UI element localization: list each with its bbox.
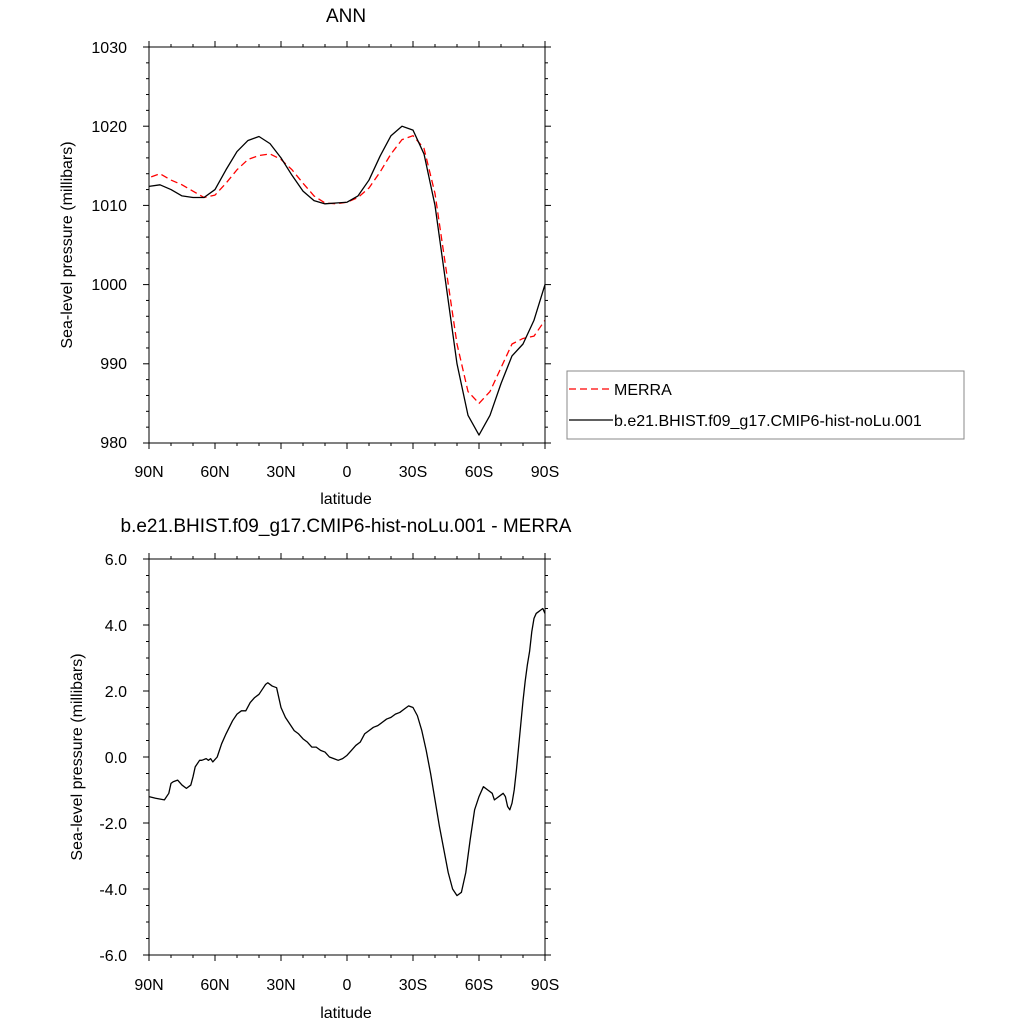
bottom-x-tick-label: 30N xyxy=(266,977,295,994)
top-y-tick-label: 1030 xyxy=(91,40,127,57)
bottom-x-tick-label: 90N xyxy=(134,977,163,994)
bottom-x-axis-label: latitude xyxy=(320,1005,372,1022)
top-series-line-1 xyxy=(148,125,546,436)
bottom-x-tick-labels: 90N 60N 30N 0 30S 60S 90S xyxy=(134,977,559,994)
top-y-tick-label: 1010 xyxy=(91,198,127,215)
top-y-tick-label: 1000 xyxy=(91,277,127,294)
top-gridless-area xyxy=(143,41,551,449)
top-y-axis-label: Sea-level pressure (millibars) xyxy=(59,141,76,348)
legend-label-merra: MERRA xyxy=(614,382,672,399)
top-x-tick-label: 30S xyxy=(399,464,427,481)
top-series-lines xyxy=(148,125,546,436)
bottom-y-tick-label: 0.0 xyxy=(105,750,127,767)
top-x-axis-label: latitude xyxy=(320,491,372,508)
bottom-x-tick-label: 90S xyxy=(531,977,559,994)
bottom-x-tick-label: 30S xyxy=(399,977,427,994)
top-y-tick-labels: 980 990 1000 1010 1020 1030 xyxy=(91,40,127,452)
legend-box xyxy=(566,370,965,440)
bottom-y-tick-label: 6.0 xyxy=(105,552,127,569)
top-legend: MERRA b.e21.BHIST.f09_g17.CMIP6-hist-noL… xyxy=(566,370,965,440)
legend-label-model: b.e21.BHIST.f09_g17.CMIP6-hist-noLu.001 xyxy=(614,413,922,430)
top-axis-ticks xyxy=(143,41,551,449)
top-x-tick-label: 0 xyxy=(343,464,352,481)
top-x-tick-label: 60N xyxy=(200,464,229,481)
bottom-plot-frame xyxy=(148,558,546,956)
bottom-series-lines xyxy=(148,607,546,897)
bottom-series-line-0 xyxy=(148,607,546,897)
top-x-tick-label: 30N xyxy=(266,464,295,481)
bottom-y-tick-label: -2.0 xyxy=(99,816,127,833)
bottom-y-tick-label: -6.0 xyxy=(99,948,127,965)
bottom-x-tick-label: 0 xyxy=(343,977,352,994)
top-plot-frame xyxy=(148,46,546,444)
top-x-tick-label: 60S xyxy=(465,464,493,481)
bottom-y-tick-label: 4.0 xyxy=(105,618,127,635)
top-y-tick-label: 990 xyxy=(100,356,127,373)
bottom-y-axis-label: Sea-level pressure (millibars) xyxy=(69,653,86,860)
top-x-tick-labels: 90N 60N 30N 0 30S 60S 90S xyxy=(134,464,559,481)
top-series-line-0 xyxy=(150,135,546,405)
bottom-chart-title: b.e21.BHIST.f09_g17.CMIP6-hist-noLu.001 … xyxy=(121,516,572,537)
bottom-y-tick-labels: -6.0 -4.0 -2.0 0.0 2.0 4.0 6.0 xyxy=(99,552,127,965)
top-y-tick-label: 980 xyxy=(100,435,127,452)
top-panel: ANN 980 990 1000 1010 1020 1030 90N 60N … xyxy=(59,6,965,508)
bottom-x-tick-label: 60S xyxy=(465,977,493,994)
bottom-gridless-area xyxy=(143,553,551,961)
bottom-y-tick-label: -4.0 xyxy=(99,882,127,899)
bottom-panel: b.e21.BHIST.f09_g17.CMIP6-hist-noLu.001 … xyxy=(69,516,572,1022)
bottom-y-tick-label: 2.0 xyxy=(105,684,127,701)
top-x-tick-label: 90N xyxy=(134,464,163,481)
top-x-tick-label: 90S xyxy=(531,464,559,481)
bottom-x-tick-label: 60N xyxy=(200,977,229,994)
bottom-axis-ticks xyxy=(143,553,551,961)
top-chart-title: ANN xyxy=(326,6,366,27)
top-y-tick-label: 1020 xyxy=(91,119,127,136)
